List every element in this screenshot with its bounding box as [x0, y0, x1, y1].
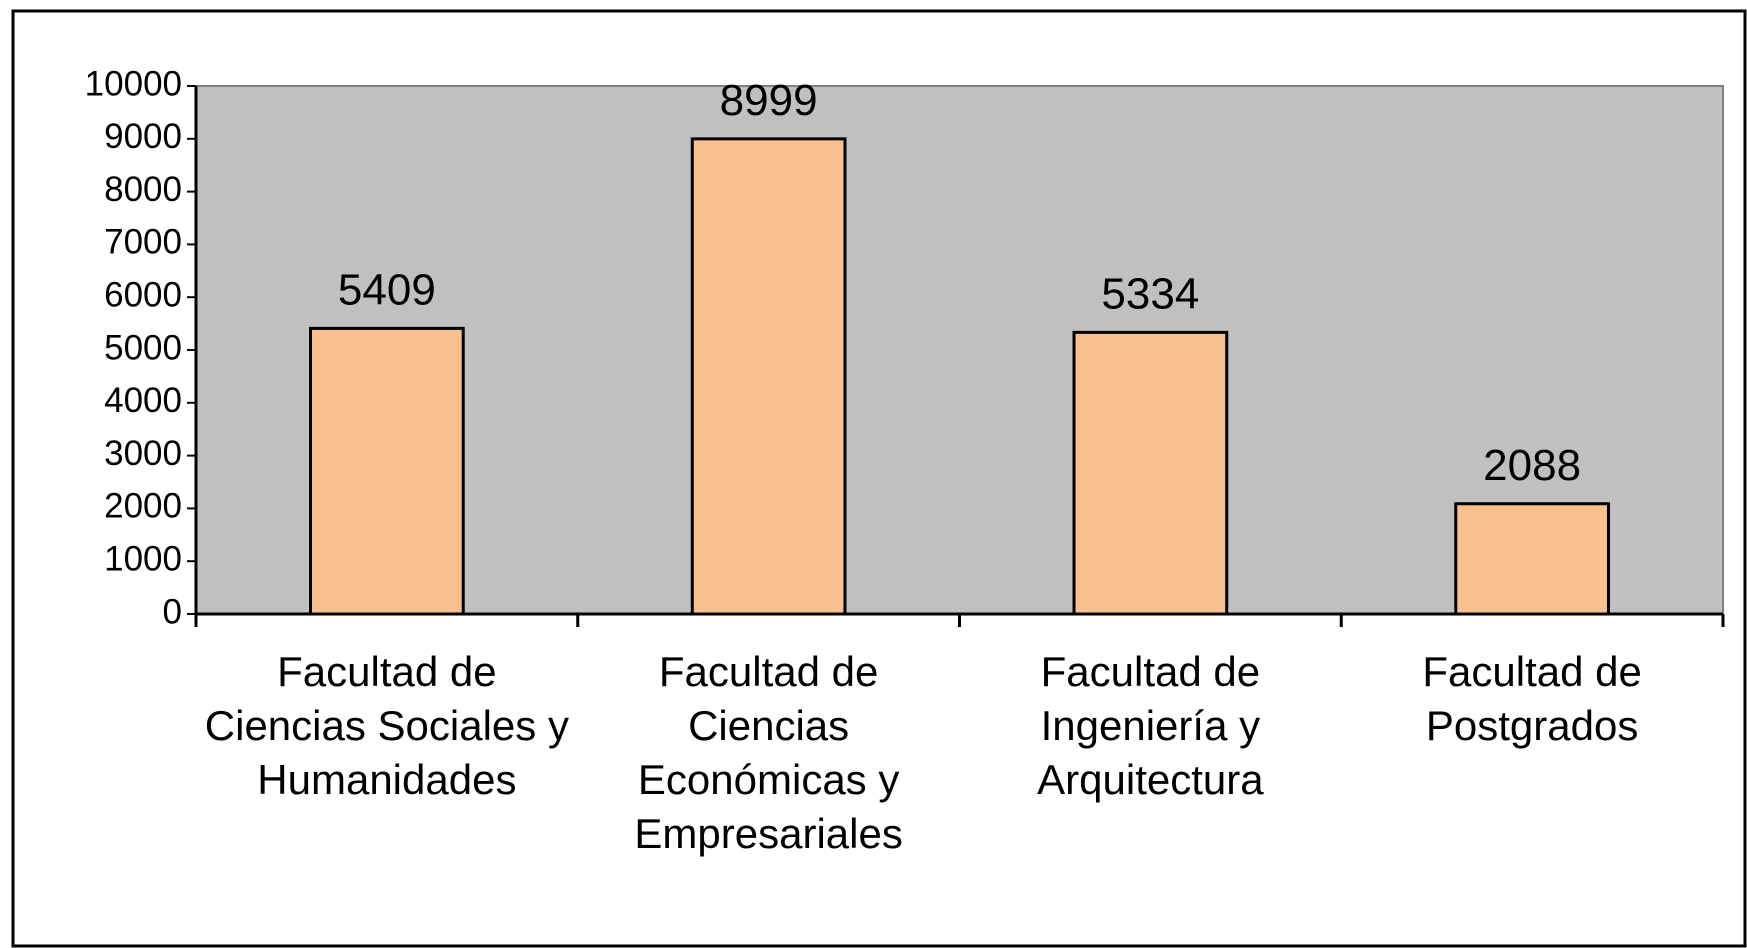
- y-tick-label: 7000: [104, 223, 182, 262]
- bar: [1072, 330, 1229, 616]
- y-tick-label: 0: [163, 592, 182, 631]
- bar: [309, 326, 465, 616]
- data-label: 8999: [720, 76, 818, 125]
- y-tick-label: 6000: [104, 275, 182, 314]
- x-tick-label: Facultad de Ingeniería y Arquitectura: [1037, 648, 1264, 803]
- y-tick-label: 3000: [104, 434, 182, 473]
- y-tick-label: 10000: [85, 64, 182, 103]
- y-tick-label: 1000: [104, 539, 182, 578]
- x-tick-label: Facultad de Ciencias Sociales y Humanida…: [204, 648, 569, 803]
- y-tick-label: 2000: [104, 487, 182, 526]
- x-tick-label: Facultad de Ciencias Económicas y Empres…: [634, 648, 903, 857]
- y-tick-label: 9000: [104, 117, 182, 156]
- data-label: 2088: [1483, 441, 1581, 490]
- data-label: 5409: [338, 265, 436, 314]
- bar: [1454, 502, 1610, 616]
- y-tick-label: 8000: [104, 170, 182, 209]
- data-label: 5334: [1101, 269, 1199, 318]
- y-tick-label: 4000: [104, 381, 182, 420]
- bar: [690, 137, 847, 616]
- y-tick-label: 5000: [104, 328, 182, 367]
- x-tick-label: Facultad de Postgrados: [1422, 648, 1642, 749]
